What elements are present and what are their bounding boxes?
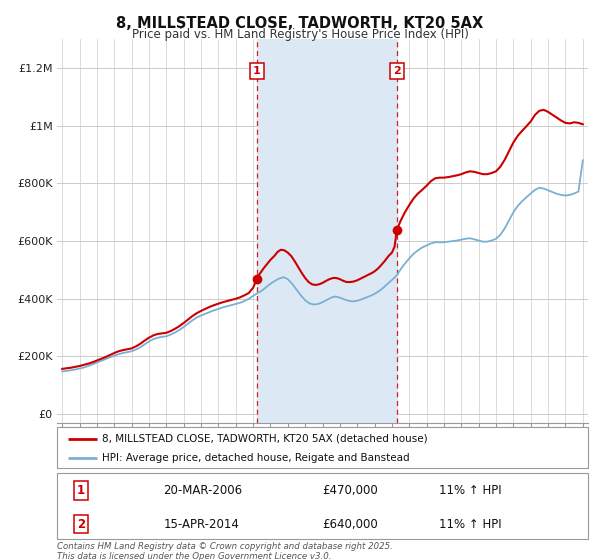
Text: 8, MILLSTEAD CLOSE, TADWORTH, KT20 5AX (detached house): 8, MILLSTEAD CLOSE, TADWORTH, KT20 5AX (… — [102, 433, 428, 444]
Text: 15-APR-2014: 15-APR-2014 — [163, 517, 239, 531]
Bar — [257, 39, 397, 423]
Text: HPI: Average price, detached house, Reigate and Banstead: HPI: Average price, detached house, Reig… — [102, 452, 410, 463]
Text: 11% ↑ HPI: 11% ↑ HPI — [439, 484, 502, 497]
Text: 1: 1 — [77, 484, 85, 497]
Text: £470,000: £470,000 — [323, 484, 378, 497]
Text: 8, MILLSTEAD CLOSE, TADWORTH, KT20 5AX: 8, MILLSTEAD CLOSE, TADWORTH, KT20 5AX — [116, 16, 484, 31]
Text: 11% ↑ HPI: 11% ↑ HPI — [439, 517, 502, 531]
Text: 2: 2 — [77, 517, 85, 531]
FancyBboxPatch shape — [57, 427, 588, 468]
Text: Contains HM Land Registry data © Crown copyright and database right 2025.
This d: Contains HM Land Registry data © Crown c… — [57, 542, 393, 560]
FancyBboxPatch shape — [57, 473, 588, 539]
Text: 20-MAR-2006: 20-MAR-2006 — [163, 484, 242, 497]
Text: 1: 1 — [253, 66, 260, 76]
Text: Price paid vs. HM Land Registry's House Price Index (HPI): Price paid vs. HM Land Registry's House … — [131, 28, 469, 41]
Text: 2: 2 — [393, 66, 401, 76]
Text: £640,000: £640,000 — [323, 517, 378, 531]
